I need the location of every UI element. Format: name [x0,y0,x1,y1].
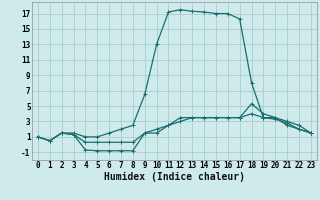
X-axis label: Humidex (Indice chaleur): Humidex (Indice chaleur) [104,172,245,182]
